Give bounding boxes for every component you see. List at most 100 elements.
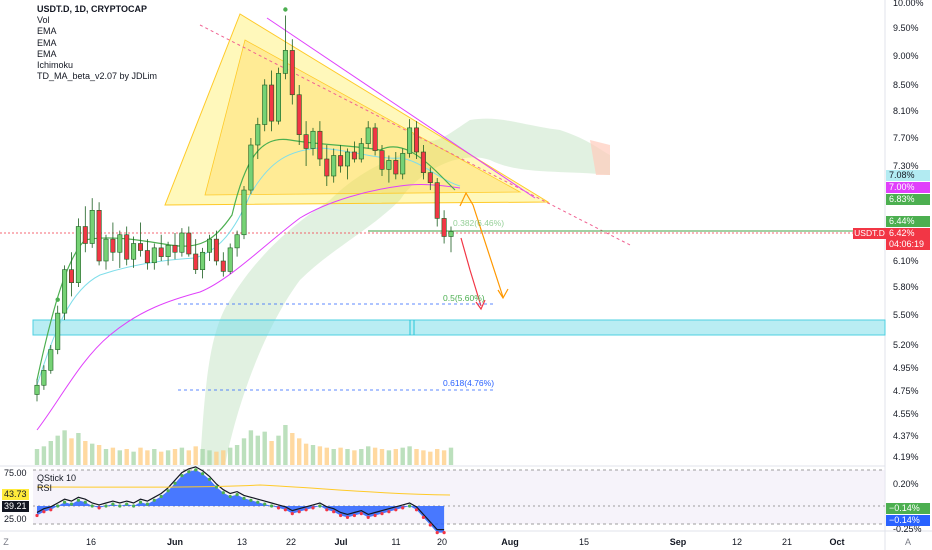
qstick-dot xyxy=(138,500,143,504)
volume-bar xyxy=(172,449,178,465)
volume-bar xyxy=(55,435,60,465)
qstick-dot xyxy=(221,491,225,495)
volume-bar xyxy=(159,451,164,465)
qstick-dot xyxy=(42,510,46,514)
indicator-ema-2[interactable]: EMA xyxy=(37,37,57,48)
y-tick: 4.75% xyxy=(893,386,919,396)
volume-bar xyxy=(152,449,157,465)
x-tick: Sep xyxy=(669,537,687,547)
qstick-dot xyxy=(401,506,405,510)
indicator-td-ma[interactable]: TD_MA_beta_v2.07 by JDLim xyxy=(37,71,158,82)
indicator-ema-1[interactable]: EMA xyxy=(37,26,57,37)
qstick-dot xyxy=(421,515,425,520)
x-tick: 16 xyxy=(85,537,96,547)
qstick-dot xyxy=(276,506,281,510)
candle-body xyxy=(248,144,254,191)
x-tick: 20 xyxy=(436,537,447,547)
qstick-dot xyxy=(97,506,101,510)
candle-body xyxy=(234,234,240,249)
qstick-dot xyxy=(83,500,87,504)
x-tick: Aug xyxy=(501,537,519,547)
chart-title: USDT.D, 1D, CRYPTOCAP xyxy=(37,4,148,14)
volume-bar xyxy=(255,435,260,465)
x-tick: 21 xyxy=(781,537,792,547)
qstick-dot xyxy=(173,481,177,485)
volume-bar xyxy=(186,450,191,465)
symbol-label: USDT.D xyxy=(853,228,886,239)
x-tick: Oct xyxy=(829,537,845,547)
volume-bars xyxy=(34,425,454,465)
qstick-tick-bottom: -0.25% xyxy=(893,524,922,534)
volume-bar xyxy=(83,441,88,465)
qstick-dot xyxy=(228,494,232,499)
volume-bar xyxy=(441,450,447,465)
candle-body xyxy=(338,155,344,167)
projection-arrow-orange xyxy=(459,191,504,298)
y-tick: 4.55% xyxy=(893,409,919,419)
qstick-dot xyxy=(125,502,129,506)
qstick-dot xyxy=(256,500,260,504)
candle-body xyxy=(82,226,88,244)
candle-body xyxy=(138,243,144,251)
volume-bar xyxy=(138,447,143,465)
indicator-ichimoku[interactable]: Ichimoku xyxy=(37,60,74,71)
candle-body xyxy=(213,238,219,262)
qstick-dot xyxy=(339,513,343,518)
volume-bar xyxy=(179,447,185,465)
candle-body xyxy=(193,253,199,270)
volume-bar xyxy=(48,441,53,465)
rsi-line xyxy=(36,466,445,531)
y-tick: 4.19% xyxy=(893,452,919,462)
candle-body xyxy=(310,130,316,149)
y-tick: 7.30% xyxy=(893,161,919,171)
support-zone xyxy=(32,319,886,336)
qstick-dot xyxy=(318,504,322,508)
volume-bar xyxy=(310,445,316,465)
rsi-label: RSI xyxy=(37,483,53,493)
auto-scale-toggle[interactable]: A xyxy=(904,537,911,547)
y-tick: 8.10% xyxy=(893,106,919,116)
x-tick: Jul xyxy=(334,537,348,547)
indicator-vol[interactable]: Vol xyxy=(37,15,50,26)
volume-bar xyxy=(200,449,205,465)
volume-bar xyxy=(262,431,267,465)
qstick-dot xyxy=(352,513,356,518)
volume-bar xyxy=(297,438,302,465)
volume-bar xyxy=(69,438,74,465)
volume-bar xyxy=(386,450,392,465)
candle-body xyxy=(289,50,295,96)
volume-bar xyxy=(90,443,95,465)
indicator-ema-3[interactable]: EMA xyxy=(37,48,57,59)
y-tick: 6.10% xyxy=(893,256,919,266)
volume-bar xyxy=(352,450,357,465)
qstick-dot xyxy=(359,511,363,516)
qstick-dot xyxy=(435,531,439,535)
volume-bar xyxy=(221,450,226,465)
candle-body xyxy=(427,172,433,183)
volume-bar xyxy=(117,450,122,465)
rsi-badge-black: 39.21 xyxy=(2,501,29,512)
x-tick: 15 xyxy=(578,537,589,547)
volume-bar xyxy=(393,449,398,465)
zoom-toggle[interactable]: Z xyxy=(3,537,9,547)
candle-body xyxy=(379,150,385,170)
ema-magenta xyxy=(36,184,461,431)
candle-body xyxy=(34,384,40,395)
x-tick: 22 xyxy=(285,537,296,547)
candle-body xyxy=(124,234,130,260)
qstick-dot xyxy=(132,504,136,508)
candle-body xyxy=(117,234,123,253)
qstick-dot xyxy=(366,515,370,520)
qstick-tick-top: 0.20% xyxy=(893,479,919,489)
candles xyxy=(34,7,454,402)
candle-body xyxy=(282,50,288,74)
arrow-head-red xyxy=(475,299,486,311)
countdown-badge: 04:06:19 xyxy=(886,239,930,250)
volume-bar xyxy=(110,447,116,465)
qstick-dot xyxy=(69,502,74,506)
volume-bar xyxy=(379,449,385,465)
candle-body xyxy=(69,269,75,283)
qstick-dot xyxy=(387,510,391,514)
candle-body xyxy=(344,151,350,167)
